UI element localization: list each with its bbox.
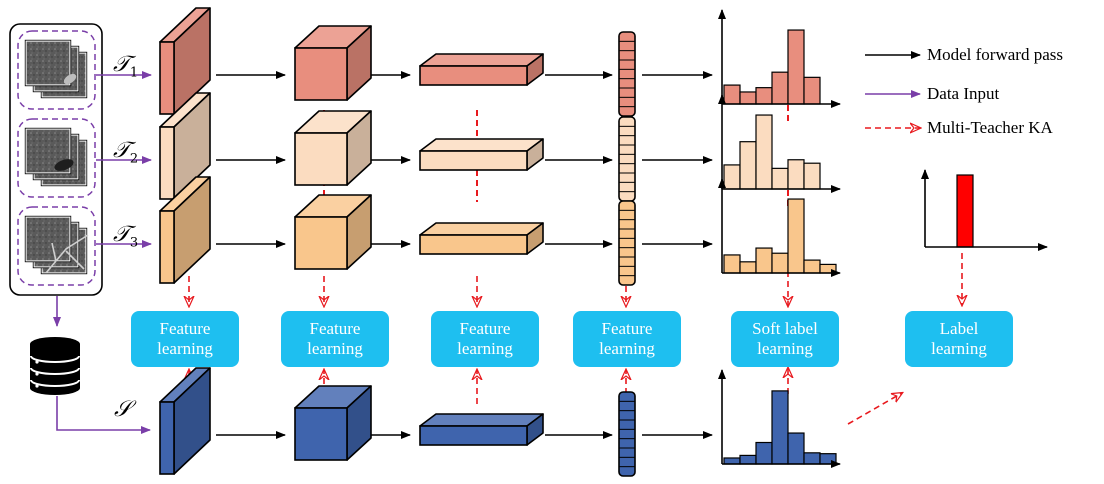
teacher2-hist-bar-5 xyxy=(787,159,805,190)
teacher3-hist-bar-3 xyxy=(755,247,773,274)
student-network xyxy=(159,367,841,477)
teacher3-layer-2 xyxy=(294,194,372,270)
teacher3-hist-bar-7 xyxy=(819,263,837,274)
feature-learning-box-2: Feature learning xyxy=(281,311,389,367)
student-hist-bar-3 xyxy=(755,441,773,465)
data-input-arrows xyxy=(53,71,152,434)
teacher2-layer-2 xyxy=(294,110,372,186)
teacher3-hist-bar-2 xyxy=(739,261,757,274)
teacher1-layer-1 xyxy=(159,7,211,115)
teacher2-hist-bar-2 xyxy=(739,141,757,190)
label-hist-bar-1 xyxy=(956,174,974,248)
student-hist-bar-4 xyxy=(771,390,789,465)
student-hist-bar-2 xyxy=(739,454,757,465)
teacher2-network xyxy=(159,92,841,202)
teacher2-layer-4 xyxy=(618,116,636,202)
label-histogram xyxy=(921,169,1048,305)
teacher3-network xyxy=(159,176,841,286)
database-icon xyxy=(30,337,80,395)
teacher1-hist-bar-5 xyxy=(787,29,805,105)
soft-label-learning-box: Soft label learning xyxy=(731,311,839,367)
feature-learning-box-4: Feature learning xyxy=(573,311,681,367)
student-layer-4 xyxy=(618,391,636,477)
teacher2-input-group xyxy=(17,118,96,198)
student-hist-bar-1 xyxy=(723,457,741,465)
input-panel xyxy=(9,23,103,296)
networks xyxy=(159,7,841,477)
ka-student-to-label-arrow xyxy=(847,393,902,425)
teacher1-layer-2 xyxy=(294,25,372,101)
teacher2-layer-1 xyxy=(159,92,211,200)
input-image-stack-1 xyxy=(24,39,88,99)
teacher3-symbol: 𝒯3 xyxy=(113,222,139,251)
legend-forward-label: Model forward pass xyxy=(927,45,1063,64)
teacher3-hist-bar-4 xyxy=(771,252,789,274)
teacher3-histogram xyxy=(718,178,841,277)
teacher1-hist-bar-1 xyxy=(723,84,741,105)
student-histogram xyxy=(718,369,841,468)
teacher1-network xyxy=(159,7,841,117)
teacher3-layer-4 xyxy=(618,200,636,286)
teacher1-hist-bar-3 xyxy=(755,87,773,105)
teacher3-layer-1 xyxy=(159,176,211,284)
student-hist-bar-5 xyxy=(787,432,805,465)
teacher2-hist-bar-1 xyxy=(723,164,741,190)
teacher1-histogram xyxy=(718,9,841,108)
teacher1-layer-4 xyxy=(618,31,636,117)
label-learning-box: Label learning xyxy=(905,311,1013,367)
data-arrow-student xyxy=(56,396,151,434)
teacher3-layer-3 xyxy=(419,222,544,255)
teacher1-symbol: 𝒯1 xyxy=(113,52,139,81)
teacher2-layer-3 xyxy=(419,138,544,171)
teacher1-hist-bar-2 xyxy=(739,91,757,105)
teacher2-symbol: 𝒯2 xyxy=(113,138,139,167)
teacher3-hist-bar-5 xyxy=(787,198,805,274)
teacher1-layer-3 xyxy=(419,53,544,86)
input-image-stack-2 xyxy=(24,127,88,187)
teacher2-hist-bar-3 xyxy=(755,114,773,190)
input-image-stack-3 xyxy=(24,215,89,275)
student-layer-1 xyxy=(159,367,211,475)
feature-learning-box-3: Feature learning xyxy=(431,311,539,367)
legend-data-input-label: Data Input xyxy=(927,84,1000,103)
teacher2-hist-bar-4 xyxy=(771,167,789,190)
teacher1-hist-bar-4 xyxy=(771,71,789,105)
feature-learning-box-1: Feature learning xyxy=(131,311,239,367)
teacher2-histogram xyxy=(718,94,841,193)
teacher1-hist-bar-6 xyxy=(803,76,821,105)
legend-ka-label: Multi-Teacher KA xyxy=(927,118,1053,137)
legend-graphics xyxy=(865,51,1048,305)
student-symbol: 𝒮 xyxy=(114,397,132,422)
teacher2-hist-bar-6 xyxy=(803,162,821,190)
student-layer-2 xyxy=(294,385,372,461)
teacher3-hist-bar-6 xyxy=(803,259,821,274)
teacher1-input-group xyxy=(17,30,96,110)
student-hist-bar-7 xyxy=(819,453,837,465)
teacher3-hist-bar-1 xyxy=(723,254,741,274)
student-hist-bar-6 xyxy=(803,452,821,465)
teacher3-input-group xyxy=(17,206,96,286)
student-layer-3 xyxy=(419,413,544,446)
